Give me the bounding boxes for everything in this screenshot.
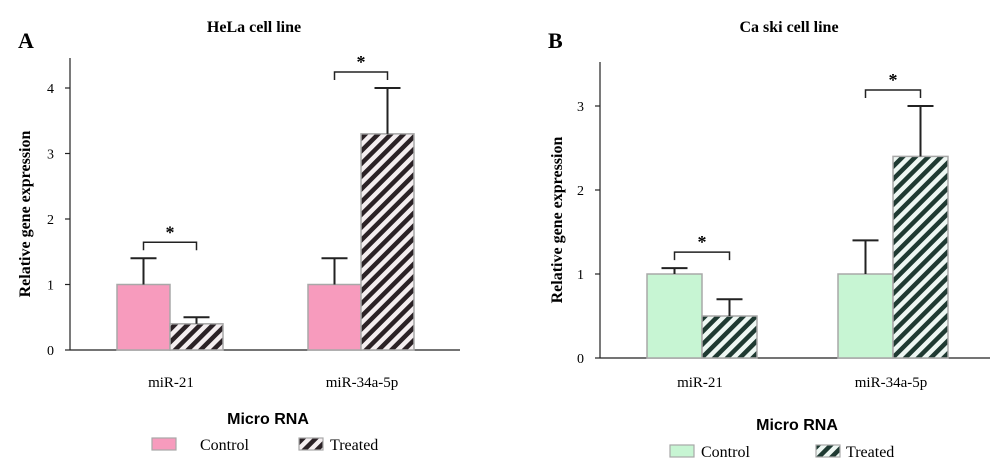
significance-star: * [357,52,366,72]
y-tick-label: 1 [577,268,584,283]
x-tick-label: miR-21 [677,375,723,391]
y-tick-label: 0 [47,344,54,359]
significance-star: * [889,70,898,90]
legend-swatch-treated [815,444,841,458]
legend-swatch-control [151,437,177,451]
y-axis-label: Relative gene expression [549,137,566,304]
y-tick-label: 3 [47,148,54,163]
control-bar [837,273,894,359]
control-bar [646,273,703,359]
legend-swatch-treated [298,437,324,451]
x-axis-label: Micro RNA [227,411,309,428]
legend-label: Treated [846,444,894,461]
panel-label: B [548,28,563,53]
y-tick-label: 0 [577,352,584,367]
treated-bar [892,155,949,359]
x-tick-label: miR-34a-5p [855,375,928,391]
chart-title: Ca ski cell line [739,19,838,36]
x-tick-label: miR-21 [148,375,194,391]
significance-bracket [142,241,198,251]
y-tick-label: 1 [47,279,54,294]
y-tick-label: 2 [577,184,584,199]
legend-label: Treated [330,437,378,454]
x-tick-label: miR-34a-5p [326,375,399,391]
control-bar [307,283,362,351]
legend-label: Control [701,444,750,461]
significance-bracket [864,89,922,98]
treated-bar [701,315,758,359]
legend-label: Control [200,437,249,454]
control-bar [116,283,171,351]
y-tick-label: 2 [47,213,54,228]
y-tick-label: 4 [47,82,54,97]
treated-bar [360,133,415,351]
significance-bracket [673,251,731,261]
y-axis-label: Relative gene expression [17,131,34,298]
legend-swatch-control [669,444,695,458]
y-tick-label: 3 [577,100,584,115]
x-axis-label: Micro RNA [756,417,838,434]
chart-title: HeLa cell line [207,19,301,36]
significance-star: * [166,222,175,242]
panel-label: A [18,28,34,53]
significance-bracket [333,71,389,80]
significance-star: * [698,232,707,252]
treated-bar [169,323,224,351]
